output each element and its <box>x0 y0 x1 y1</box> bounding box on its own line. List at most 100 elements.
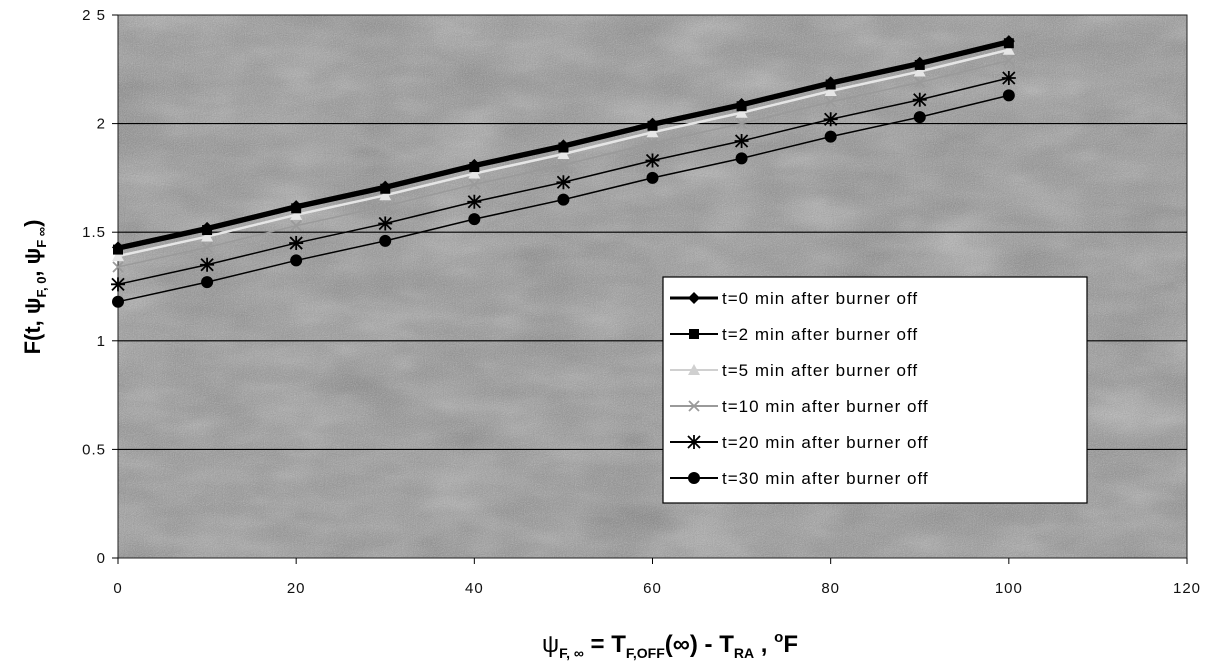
legend-item-2: t=5 min after burner off <box>670 361 918 380</box>
y-tick-label: 1.5 <box>82 224 106 241</box>
data-point <box>735 152 748 165</box>
x-title-sup: o <box>774 629 783 646</box>
data-point <box>646 171 659 184</box>
legend-label: t=20 min after burner off <box>722 433 929 452</box>
data-point <box>290 220 302 232</box>
x-tick-label: 120 <box>1173 580 1201 597</box>
legend-swatch-marker <box>688 400 700 412</box>
data-point <box>735 117 748 130</box>
y-tick-label: 2 <box>97 116 106 133</box>
data-point <box>201 221 214 234</box>
x-title-sub2: F,OFF <box>626 645 665 661</box>
legend-items: t=0 min after burner off t=2 min after bu… <box>670 289 929 488</box>
data-point <box>824 76 837 89</box>
data-point <box>1003 54 1015 67</box>
data-point <box>290 200 303 213</box>
data-point <box>112 295 124 308</box>
y-axis-title: F(t, ψF, 0, ψF ∞) <box>20 220 49 355</box>
y-title-pre: F(t, ψ <box>20 298 45 355</box>
data-point <box>112 250 124 262</box>
y-tick-label: 0 <box>97 550 106 567</box>
x-tick-label: 60 <box>643 580 662 597</box>
legend-item-4: t=20 min after burner off <box>670 433 929 452</box>
data-point <box>825 96 837 108</box>
x-title-sub1: F, ∞ <box>559 645 584 661</box>
x-tick-label: 100 <box>995 580 1023 597</box>
legend-swatch-marker <box>687 435 701 449</box>
y-title-sub1: F, 0 <box>34 277 49 298</box>
legend-swatch-marker <box>688 364 700 375</box>
legend-label: t=2 min after burner off <box>722 325 918 344</box>
y-title-post: ) <box>20 220 45 227</box>
data-point <box>1002 43 1015 55</box>
legend-swatch-marker <box>689 329 699 339</box>
data-point <box>645 153 660 168</box>
y-tick-label: 0.5 <box>82 441 106 458</box>
legend-item-1: t=2 min after burner off <box>670 325 918 344</box>
legend: t=0 min after burner off t=2 min after bu… <box>662 276 1088 504</box>
data-point <box>289 236 304 251</box>
data-point <box>1002 35 1015 48</box>
legend-label: t=0 min after burner off <box>722 289 918 308</box>
data-point <box>557 148 570 160</box>
data-point <box>379 200 391 212</box>
data-point <box>201 230 214 242</box>
data-point <box>557 139 570 152</box>
data-point <box>468 158 481 171</box>
data-point <box>646 137 659 149</box>
data-point <box>1001 70 1016 85</box>
x-title-unit: F <box>783 631 798 658</box>
x-axis-title: ψF, ∞ = TF,OFF(∞) - TRA , oF <box>542 629 798 661</box>
legend-item-5: t=30 min after burner off <box>670 469 929 488</box>
y-tick-label: 1 <box>97 333 106 350</box>
x-tick-label: 20 <box>287 580 306 597</box>
series-5 <box>112 89 1015 308</box>
data-point <box>556 175 571 190</box>
data-point <box>914 76 926 88</box>
data-point <box>734 133 749 148</box>
data-point <box>913 56 926 69</box>
data-point <box>379 189 392 201</box>
data-point <box>467 194 482 209</box>
data-point <box>468 167 481 179</box>
data-point <box>201 276 214 289</box>
x-tick-label: 80 <box>821 580 840 597</box>
data-point <box>557 159 570 171</box>
data-point <box>823 112 838 127</box>
data-point <box>468 213 481 226</box>
x-title-psi: ψ <box>542 631 559 658</box>
data-point <box>468 178 480 191</box>
x-tick-labels: 0 20 40 60 80 100 120 <box>113 580 1201 597</box>
series-4 <box>111 70 1016 292</box>
series-group <box>111 35 1016 308</box>
data-point <box>112 261 124 273</box>
data-point <box>290 254 303 267</box>
data-point <box>913 111 926 124</box>
series-2 <box>112 43 1015 262</box>
x-title-mid3: , <box>754 631 774 658</box>
data-point <box>1002 89 1015 102</box>
x-title-mid: = T <box>584 631 626 658</box>
legend-swatch-marker <box>688 292 700 304</box>
series-0 <box>112 35 1015 254</box>
y-title-mid: , ψ <box>20 248 45 277</box>
data-point <box>646 117 659 130</box>
legend-item-3: t=10 min after burner off <box>670 397 928 416</box>
data-point <box>201 241 213 254</box>
data-point <box>290 208 303 220</box>
data-point <box>379 180 392 193</box>
data-point <box>824 85 837 97</box>
y-tick-label: 2 5 <box>82 7 106 24</box>
data-point <box>735 106 748 118</box>
legend-label: t=30 min after burner off <box>722 469 929 488</box>
legend-item-0: t=0 min after burner off <box>670 289 918 308</box>
data-point <box>913 65 926 77</box>
legend-box <box>662 276 1088 504</box>
data-point <box>824 130 837 143</box>
data-point <box>379 234 392 247</box>
legend-label: t=5 min after burner off <box>722 361 918 380</box>
legend-swatch-marker <box>688 472 700 484</box>
data-point <box>200 257 215 272</box>
data-point <box>112 241 124 254</box>
